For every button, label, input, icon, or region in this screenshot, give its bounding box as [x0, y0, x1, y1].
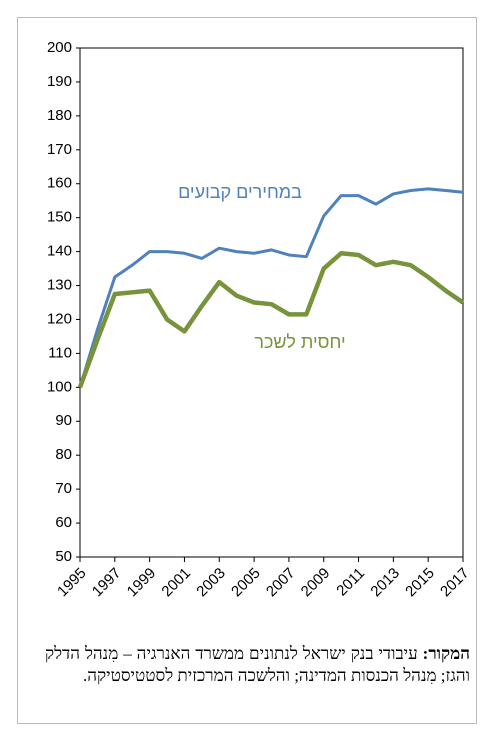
y-tick-label: 160 — [47, 175, 72, 192]
series-label: במחירים קבועים — [178, 182, 302, 202]
chart: 50 60 70 80 90 100 110 120 130 140 150 160 170 180 190… — [47, 39, 473, 601]
x-tick-label: 2009 — [298, 565, 334, 601]
y-tick-label: 70 — [55, 480, 72, 497]
x-tick-label: 2003 — [193, 565, 229, 601]
y-tick-label: 150 — [47, 209, 72, 226]
y-tick-label: 110 — [48, 344, 72, 361]
x-tick-label: 2005 — [228, 565, 264, 601]
y-tick-label: 140 — [47, 243, 72, 260]
x-tick-label: 1999 — [124, 565, 160, 601]
y-tick-label: 80 — [55, 446, 72, 463]
y-tick-label: 180 — [47, 107, 72, 124]
y-tick-label: 190 — [47, 73, 72, 90]
series-line — [78, 187, 464, 388]
source-text: עיבודי בנק ישראל לנתונים ממשרד האנרגיה –… — [45, 644, 470, 685]
y-tick-label: 200 — [47, 39, 72, 56]
chart-frame — [17, 17, 477, 724]
x-tick-label: 2015 — [402, 565, 438, 601]
x-tick-label: 2017 — [437, 565, 473, 601]
series-line — [77, 251, 465, 389]
y-tick-label: 130 — [47, 277, 72, 294]
x-tick-label: 2007 — [263, 565, 299, 601]
y-tick-label: 50 — [55, 548, 72, 565]
y-tick-label: 90 — [55, 412, 72, 429]
source-label: המקור: — [422, 644, 470, 663]
y-tick-label: 60 — [55, 514, 72, 531]
y-tick-label: 120 — [47, 310, 72, 327]
x-tick-label: 2013 — [367, 565, 403, 601]
y-tick-label: 170 — [47, 141, 72, 158]
x-tick-label: 2011 — [333, 565, 368, 600]
y-tick-label: 100 — [47, 378, 72, 395]
x-tick-label: 2001 — [158, 565, 194, 601]
series-label: יחסית לשכר — [254, 332, 345, 352]
source-note: המקור: עיבודי בנק ישראל לנתונים ממשרד הא… — [45, 643, 470, 687]
x-tick-label: 1995 — [54, 565, 90, 601]
x-tick-label: 1997 — [89, 565, 125, 601]
